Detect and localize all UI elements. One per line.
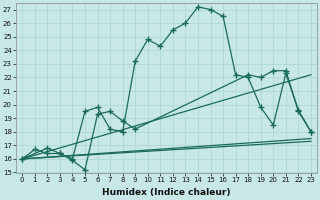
X-axis label: Humidex (Indice chaleur): Humidex (Indice chaleur) xyxy=(102,188,231,197)
